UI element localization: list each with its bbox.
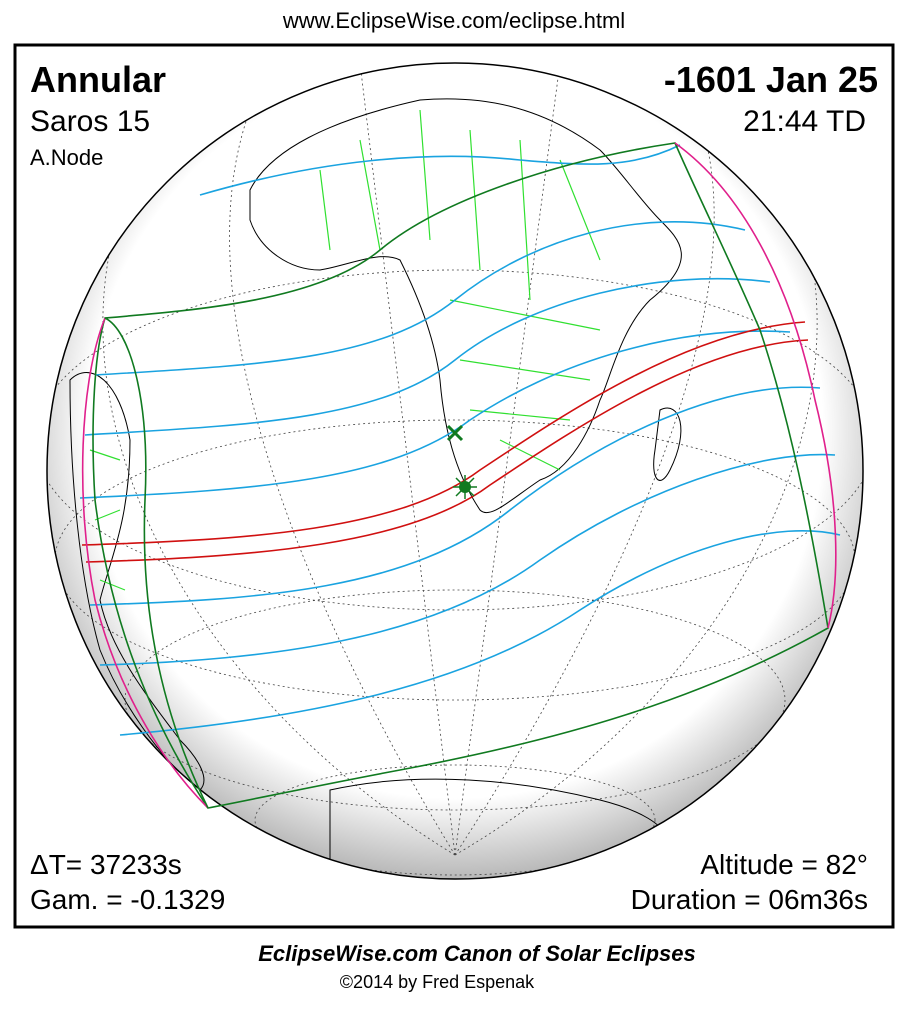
saros: Saros 15	[30, 105, 150, 138]
greatest-eclipse-star	[453, 475, 477, 499]
eclipse-path	[79, 142, 841, 809]
globe-outline	[46, 62, 864, 880]
eclipse-time: 21:44 TD	[743, 105, 866, 138]
altitude: Altitude = 82°	[700, 849, 868, 880]
eclipse-date: -1601 Jan 25	[664, 59, 878, 100]
greatest-duration-mark	[446, 424, 464, 442]
footer-copyright: ©2014 by Fred Espenak	[340, 972, 535, 992]
header-url: www.EclipseWise.com/eclipse.html	[282, 8, 625, 33]
footer-title: EclipseWise.com Canon of Solar Eclipses	[258, 941, 696, 966]
eclipse-type: Annular	[30, 59, 166, 100]
delta-t: ΔT= 37233s	[30, 849, 182, 880]
duration: Duration = 06m36s	[631, 884, 868, 915]
gamma: Gam. = -0.1329	[30, 884, 225, 915]
node: A.Node	[30, 145, 103, 170]
